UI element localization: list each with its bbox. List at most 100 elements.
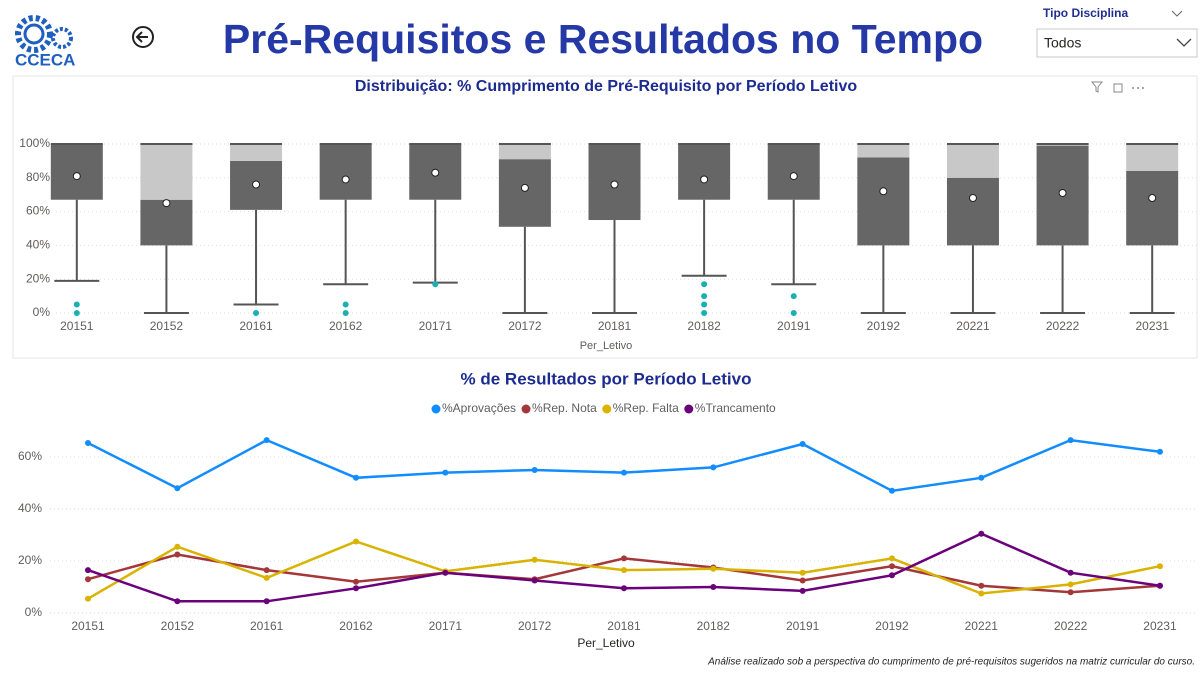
- y-tick-label: 20%: [26, 271, 50, 285]
- series-point: [888, 555, 895, 562]
- series-point: [174, 485, 181, 492]
- series-point: [978, 530, 985, 537]
- series-point: [710, 565, 717, 572]
- filter-icon[interactable]: [1090, 81, 1104, 93]
- series-point: [263, 437, 270, 444]
- box-lower: [140, 199, 193, 246]
- more-dot[interactable]: [1132, 87, 1134, 89]
- x-tick-label: 20222: [1046, 319, 1080, 333]
- series-point: [263, 574, 270, 581]
- x-tick-label: 20191: [777, 319, 811, 333]
- outlier: [701, 301, 708, 308]
- x-tick-label: 20151: [60, 319, 94, 333]
- y-tick-label: 0%: [25, 605, 43, 619]
- x-tick-label: 20181: [607, 619, 641, 633]
- legend-label: %Rep. Falta: [613, 401, 679, 415]
- series-point: [978, 474, 985, 481]
- page-title: Pré-Requisitos e Resultados no Tempo: [223, 16, 983, 62]
- filter-chevron[interactable]: [1176, 38, 1192, 47]
- more-options[interactable]: [1132, 87, 1144, 89]
- mean-marker: [1148, 194, 1157, 203]
- x-tick-label: 20221: [965, 619, 999, 633]
- x-tick-label: 20182: [697, 619, 731, 633]
- box-lower: [946, 177, 999, 246]
- logo-text: CCECA: [15, 50, 75, 69]
- box-lower: [767, 143, 820, 200]
- series-point: [531, 556, 538, 563]
- series-point: [799, 577, 806, 584]
- series-point: [174, 543, 181, 550]
- filter-label: Tipo Disciplina: [1043, 6, 1128, 20]
- outlier: [701, 310, 708, 316]
- x-tick-label: 20231: [1136, 319, 1170, 333]
- mean-marker: [341, 175, 350, 184]
- series-point: [263, 598, 270, 605]
- mean-marker: [1058, 188, 1067, 197]
- y-tick-label: 40%: [26, 238, 50, 252]
- mean-marker: [431, 168, 440, 177]
- box-lower: [319, 143, 372, 200]
- y-tick-label: 80%: [26, 170, 50, 184]
- box-lower: [50, 143, 103, 200]
- box-upper: [498, 143, 551, 160]
- series-point: [799, 441, 806, 447]
- filter-collapse[interactable]: [1171, 10, 1183, 17]
- legend-label: %Rep. Nota: [532, 401, 597, 415]
- x-tick-label: 20222: [1054, 619, 1088, 633]
- series-point: [442, 569, 449, 576]
- series-point: [978, 590, 985, 597]
- x-tick-label: 20192: [867, 319, 901, 333]
- more-dot[interactable]: [1142, 87, 1144, 89]
- legend-marker: [431, 404, 441, 414]
- box-lower: [678, 143, 731, 200]
- series-point: [1067, 437, 1074, 444]
- line-chart-title: % de Resultados por Período Letivo: [461, 369, 752, 388]
- legend-marker: [602, 404, 612, 414]
- back-button[interactable]: [132, 26, 154, 48]
- series-point: [1067, 581, 1074, 588]
- series-point: [710, 584, 717, 590]
- x-tick-label: 20171: [419, 319, 453, 333]
- mean-marker: [72, 172, 81, 181]
- outlier: [701, 293, 708, 300]
- x-tick-label: 20152: [161, 619, 195, 633]
- filter-dropdown[interactable]: [1036, 28, 1198, 58]
- outlier: [73, 301, 80, 308]
- series-point: [1156, 582, 1163, 589]
- mean-marker: [789, 172, 798, 181]
- logo-gear-center: [23, 23, 45, 45]
- x-tick-label: 20191: [786, 619, 820, 633]
- logo-gear: [15, 15, 53, 53]
- series-point: [352, 474, 359, 481]
- box-upper: [857, 143, 910, 158]
- mean-marker: [700, 175, 709, 184]
- more-dot[interactable]: [1137, 87, 1139, 89]
- y-tick-label: 0%: [33, 305, 51, 319]
- series-point: [888, 572, 895, 579]
- box-lower: [857, 157, 910, 246]
- x-tick-label: 20171: [429, 619, 463, 633]
- series-point: [1067, 569, 1074, 576]
- filter-value[interactable]: Todos: [1044, 35, 1081, 51]
- focus-icon[interactable]: [1113, 83, 1123, 93]
- x-tick-label: 20182: [687, 319, 721, 333]
- legend-label: %Trancamento: [695, 401, 776, 415]
- y-tick-label: 60%: [26, 204, 50, 218]
- back-circle[interactable]: [132, 26, 154, 48]
- outlier: [342, 310, 349, 316]
- x-tick-label: 20161: [250, 619, 284, 633]
- legend-marker: [521, 404, 531, 414]
- series-point: [263, 567, 270, 574]
- series-point: [352, 578, 359, 585]
- series-point: [85, 439, 91, 446]
- series-point: [888, 487, 895, 494]
- x-tick-label: 20192: [875, 619, 909, 633]
- outlier: [432, 281, 439, 288]
- line-x-axis-title: Per_Letivo: [577, 636, 635, 650]
- mean-marker: [520, 183, 529, 192]
- back-arrow[interactable]: [135, 31, 148, 43]
- mean-marker: [968, 194, 977, 203]
- series-point: [620, 585, 627, 592]
- x-tick-label: 20151: [71, 619, 105, 633]
